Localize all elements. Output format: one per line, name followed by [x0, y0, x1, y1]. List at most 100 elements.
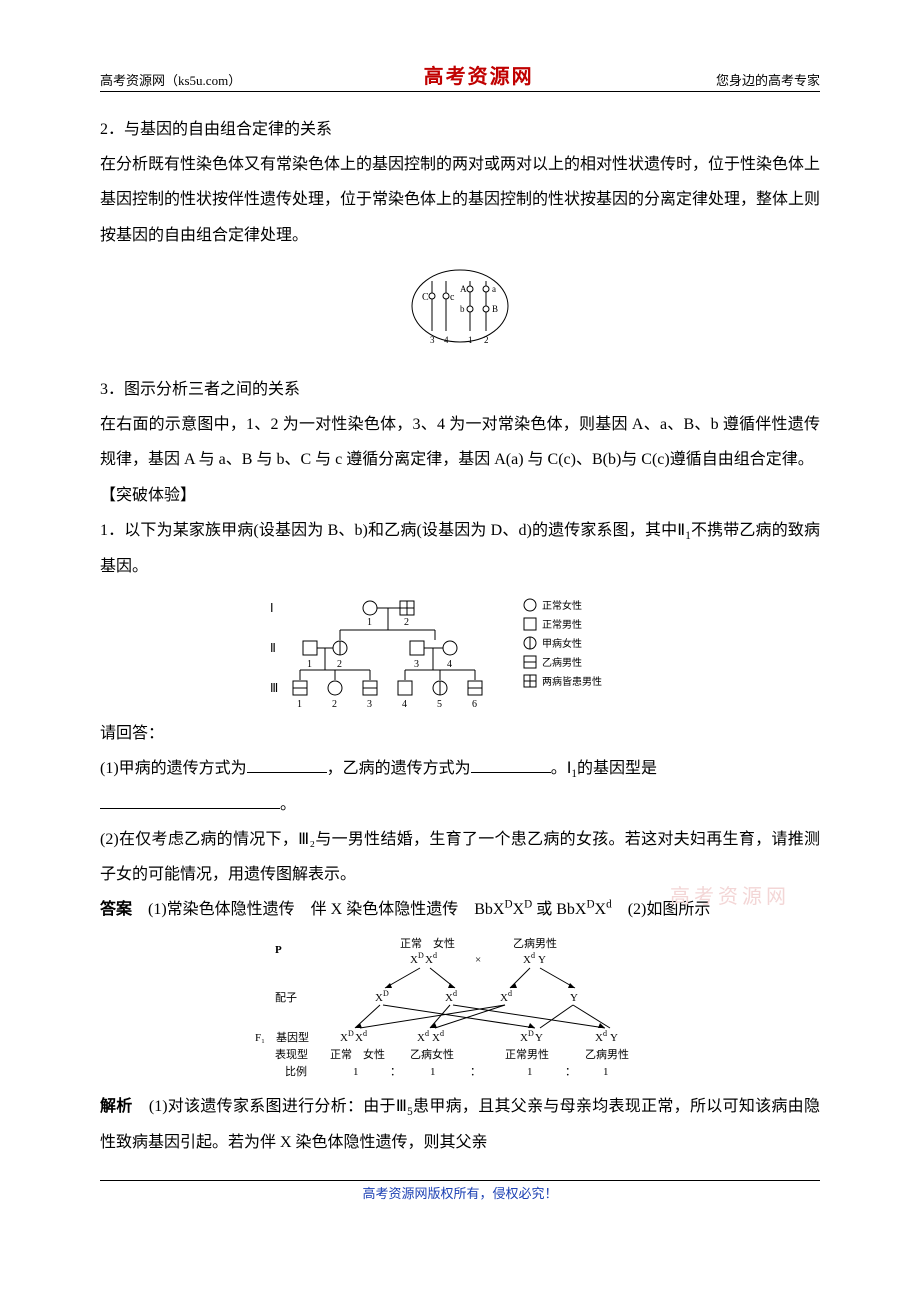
legend-both-m: 两病皆患男性: [542, 675, 602, 688]
svg-text:正常 女性: 正常 女性: [400, 936, 455, 950]
svg-text:1: 1: [353, 1066, 359, 1078]
svg-text:D: D: [528, 1029, 534, 1038]
svg-text:配子: 配子: [275, 991, 297, 1004]
num-2: 2: [484, 335, 489, 345]
page-header: 高考资源网（ks5u.com） 高考资源网 您身边的高考专家: [100, 60, 820, 92]
legend-normal-f: 正常女性: [542, 599, 582, 612]
svg-text:X: X: [595, 1032, 603, 1044]
svg-text:X: X: [500, 992, 508, 1004]
svg-text:3: 3: [367, 699, 372, 710]
chromosome-figure: C 3 c 4 A b 1 a B 2: [100, 261, 820, 364]
svg-text:2: 2: [404, 617, 409, 628]
blank-2: [471, 756, 551, 773]
svg-text:乙病男性: 乙病男性: [513, 936, 557, 950]
q1-intro: 1．以下为某家族甲病(设基因为 B、b)和乙病(设基因为 D、d)的遗传家系图，…: [100, 513, 820, 584]
svg-text:1: 1: [297, 699, 302, 710]
blank-3: [100, 792, 280, 809]
num-1: 1: [468, 335, 473, 345]
svg-text:d: d: [425, 1029, 429, 1038]
page-footer: 高考资源网版权所有，侵权必究！: [100, 1180, 820, 1202]
genetic-cross-figure: P 配子 F₁ 基因型 表现型 比例 正常 女性 乙病男性 XDXd × XdY: [100, 933, 820, 1083]
svg-text:：: ：: [470, 1066, 481, 1078]
legend-jia-f: 甲病女性: [542, 637, 582, 650]
q1-1-b: ，乙病的遗传方式为: [327, 760, 471, 777]
svg-text:d: d: [603, 1029, 607, 1038]
analysis-a: (1)对该遗传家系图进行分析：由于Ⅲ: [133, 1098, 408, 1115]
blank-1: [247, 756, 327, 773]
svg-text:4: 4: [447, 659, 452, 670]
svg-text:Ⅰ: Ⅰ: [270, 601, 274, 615]
legend-yi-m: 乙病男性: [542, 656, 582, 669]
q1-1-a: (1)甲病的遗传方式为: [100, 760, 247, 777]
svg-text:：: ：: [390, 1066, 401, 1078]
label-C: C: [422, 292, 429, 303]
svg-text:Y: Y: [535, 1032, 543, 1044]
svg-text:正常 女性: 正常 女性: [330, 1047, 385, 1061]
svg-text:P: P: [275, 944, 282, 956]
svg-text:X: X: [432, 1032, 440, 1044]
label-b: b: [460, 304, 465, 314]
svg-text:D: D: [348, 1029, 354, 1038]
answer-c: 或 BbX: [532, 901, 586, 918]
breakthrough-label: 【突破体验】: [100, 478, 820, 513]
svg-text:Ⅱ: Ⅱ: [270, 641, 276, 655]
num-4: 4: [444, 335, 449, 345]
svg-text:X: X: [375, 992, 383, 1004]
svg-text:d: d: [508, 989, 512, 998]
svg-text:Y: Y: [538, 954, 546, 966]
svg-text:X: X: [355, 1032, 363, 1044]
analysis-label: 解析: [100, 1098, 133, 1115]
q1-part2: (2)在仅考虑乙病的情况下，Ⅲ₂与一男性结婚，生育了一个患乙病的女孩。若这对夫妇…: [100, 822, 820, 892]
svg-text:X: X: [417, 1032, 425, 1044]
svg-text:d: d: [363, 1029, 367, 1038]
q1-part1: (1)甲病的遗传方式为，乙病的遗传方式为。Ⅰ1的基因型是 。: [100, 751, 820, 822]
label-B: B: [492, 304, 498, 314]
svg-text:4: 4: [402, 699, 407, 710]
q1-1-c: 。Ⅰ: [551, 760, 572, 777]
svg-text:D: D: [418, 951, 424, 960]
svg-text:表现型: 表现型: [275, 1047, 308, 1061]
pedigree-figure: Ⅰ Ⅱ Ⅲ 1 2: [100, 590, 820, 710]
section3-title: 3．图示分析三者之间的关系: [100, 372, 820, 407]
answer-prompt: 请回答：: [100, 716, 820, 751]
ans-sup2: D: [524, 899, 532, 911]
svg-text:1: 1: [367, 617, 372, 628]
answer-d: X: [595, 901, 607, 918]
label-c: c: [450, 292, 455, 303]
svg-text:d: d: [440, 1029, 444, 1038]
header-center-logo: 高考资源网: [424, 60, 534, 89]
header-right: 您身边的高考专家: [716, 70, 820, 89]
svg-text:D: D: [383, 989, 389, 998]
num-3: 3: [430, 335, 435, 345]
pedigree-svg: Ⅰ Ⅱ Ⅲ 1 2: [260, 590, 660, 710]
svg-text:X: X: [445, 992, 453, 1004]
chromosome-svg: C 3 c 4 A b 1 a B 2: [400, 261, 520, 351]
svg-text:X: X: [520, 1032, 528, 1044]
answer-label: 答案: [100, 901, 132, 918]
ans-sup3: D: [586, 899, 594, 911]
svg-text:：: ：: [565, 1066, 576, 1078]
svg-text:Ⅲ: Ⅲ: [270, 681, 278, 695]
svg-text:2: 2: [337, 659, 342, 670]
label-A: A: [460, 284, 467, 294]
svg-text:X: X: [410, 954, 418, 966]
answer-line: 答案 (1)常染色体隐性遗传 伴 X 染色体隐性遗传 BbXDXD 或 BbXD…: [100, 892, 820, 927]
svg-text:比例: 比例: [285, 1064, 307, 1078]
svg-text:d: d: [453, 989, 457, 998]
svg-text:6: 6: [472, 699, 477, 710]
svg-text:2: 2: [332, 699, 337, 710]
svg-text:X: X: [340, 1032, 348, 1044]
svg-text:d: d: [433, 951, 437, 960]
answer-b: X: [513, 901, 525, 918]
section2-body: 在分析既有性染色体又有常染色体上的基因控制的两对或两对以上的相对性状遗传时，位于…: [100, 147, 820, 253]
svg-text:X: X: [523, 954, 531, 966]
svg-text:X: X: [425, 954, 433, 966]
answer-e: (2)如图所示: [612, 901, 711, 918]
q1-intro-a: 1．以下为某家族甲病(设基因为 B、b)和乙病(设基因为 D、d)的遗传家系图，…: [100, 522, 685, 539]
header-left: 高考资源网（ks5u.com）: [100, 70, 241, 89]
label-a: a: [492, 284, 496, 294]
legend-normal-m: 正常男性: [542, 618, 582, 631]
svg-text:3: 3: [414, 659, 419, 670]
svg-text:Y: Y: [610, 1032, 618, 1044]
svg-text:乙病男性: 乙病男性: [585, 1047, 629, 1061]
